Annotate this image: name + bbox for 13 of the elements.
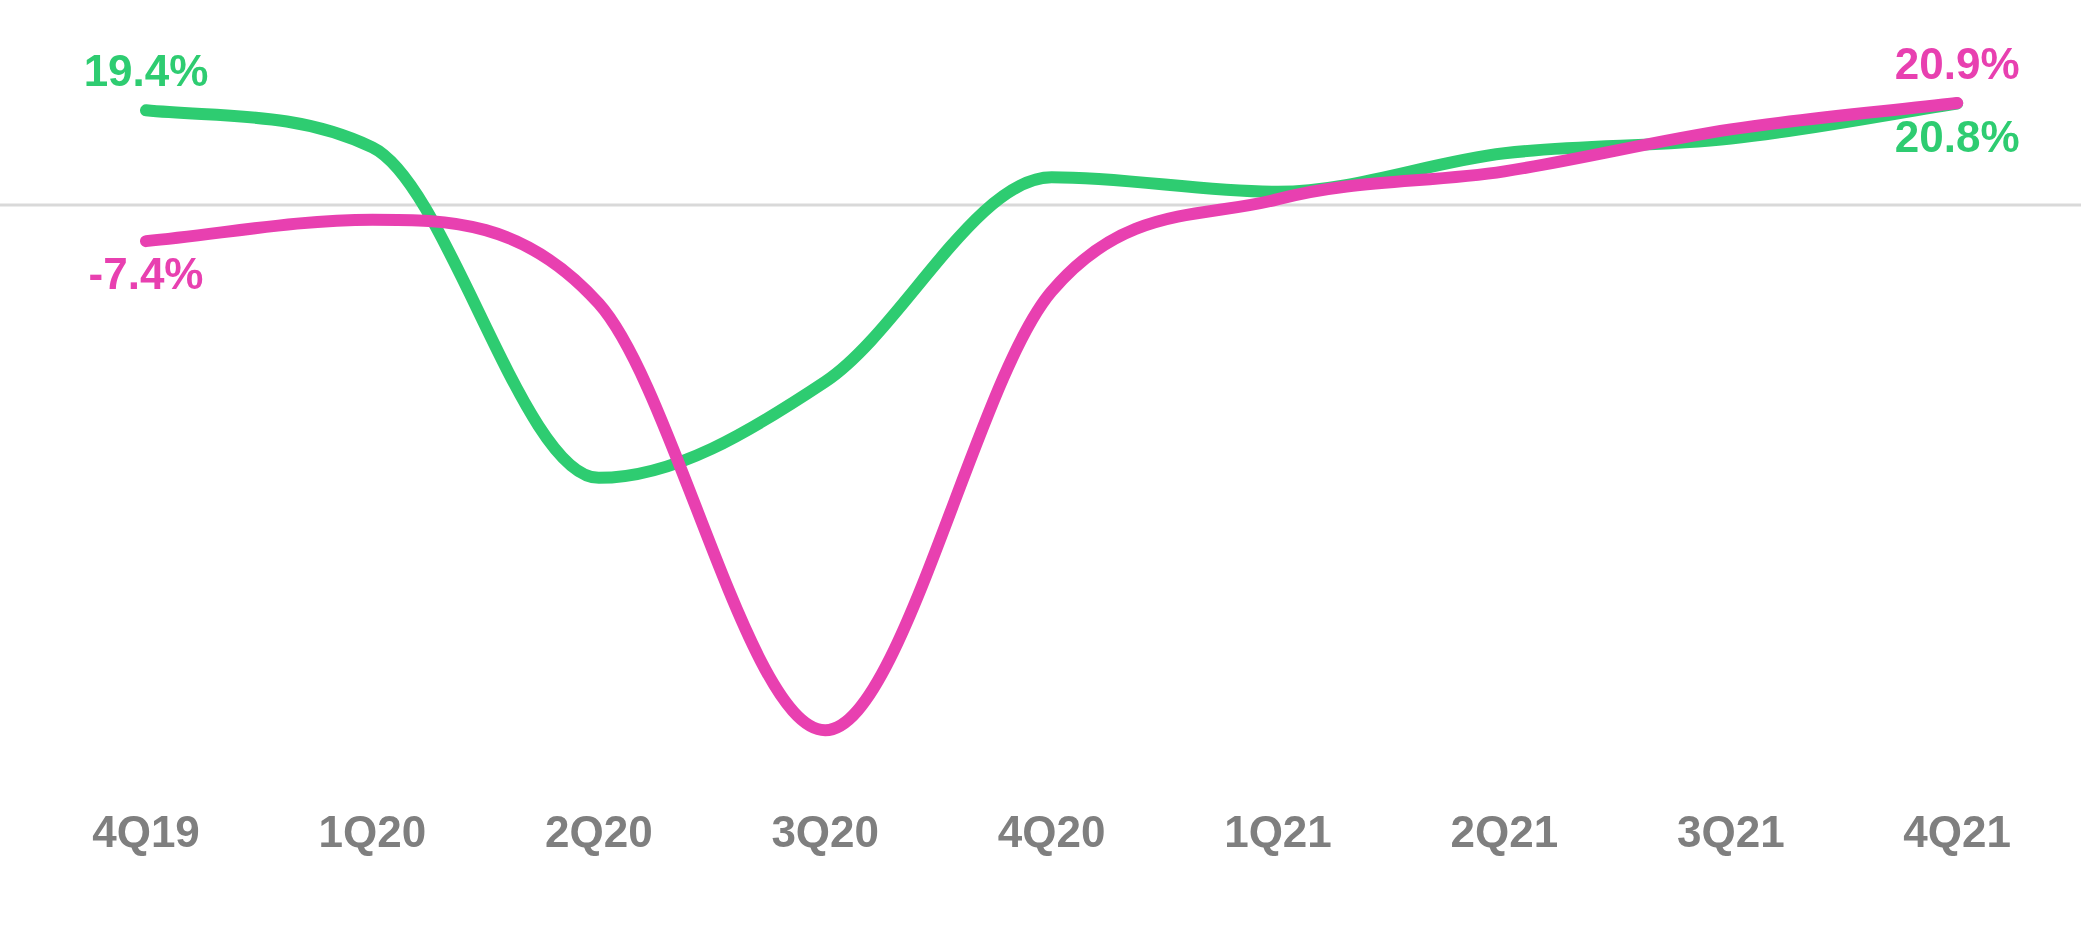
x-tick-label: 4Q19 [92,806,200,856]
x-tick-label: 3Q20 [771,806,880,856]
x-tick-label: 1Q20 [318,806,427,856]
x-tick-label: 4Q20 [997,806,1106,856]
x-tick-label: 4Q21 [1903,806,2011,856]
data-label: 20.9% [1894,39,2020,89]
x-tick-label: 2Q21 [1450,806,1559,856]
data-label: 20.8% [1894,111,2020,161]
data-label: 19.4% [83,46,209,96]
x-tick-label: 3Q21 [1676,806,1785,856]
x-tick-label: 1Q21 [1224,806,1332,856]
x-tick-label: 2Q20 [544,806,653,856]
data-label: -7.4% [88,249,204,299]
